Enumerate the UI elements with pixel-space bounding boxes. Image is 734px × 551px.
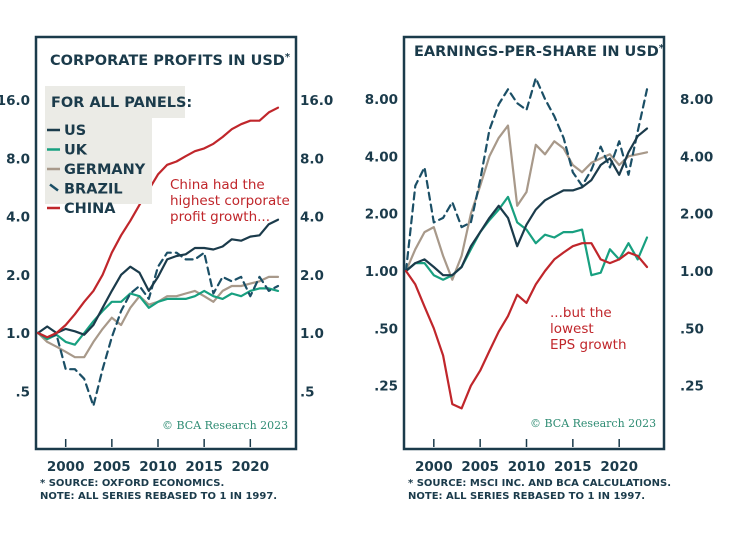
rebase-note: NOTE: ALL SERIES REBASED TO 1 IN 1997.	[408, 491, 645, 502]
legend-item-china: CHINA	[47, 201, 116, 217]
y-tick-label: 2.0	[300, 268, 324, 284]
x-tick-label: 2015	[185, 459, 223, 475]
watermark: © BCA Research 2023	[162, 419, 288, 432]
y-tick-label: 1.0	[6, 326, 30, 342]
series-layer	[36, 106, 280, 407]
chart-annotation: China had the highest corporate profit g…	[170, 177, 294, 225]
y-tick-label: 1.00	[365, 264, 398, 280]
x-tick-label: 2005	[461, 459, 499, 475]
series-line-brazil	[404, 76, 649, 273]
y-tick-label: 2.00	[680, 207, 713, 223]
legend-item-uk: UK	[47, 143, 88, 159]
y-tick-label: 1.00	[680, 264, 713, 280]
series-line-us	[36, 218, 280, 336]
legend-heading-box	[45, 86, 185, 118]
corporate-profits-panel: CORPORATE PROFITS IN USD* .5 1.0 2.0 4.0 8.0…	[0, 35, 333, 502]
y-tick-label: .25	[374, 379, 398, 395]
panel-frame	[402, 35, 666, 451]
y-axis-left: .5 1.0 2.0 4.0 8.0 16.0	[0, 93, 30, 400]
y-tick-label: 8.00	[365, 92, 398, 108]
y-tick-label: 1.0	[300, 326, 324, 342]
y-tick-label: .5	[15, 384, 30, 400]
rebase-note: NOTE: ALL SERIES REBASED TO 1 IN 1997.	[40, 491, 277, 502]
x-tick-label: 2020	[600, 459, 638, 475]
x-axis: 2000 2005 2010 2015 2020	[415, 439, 638, 475]
x-tick-label: 2015	[554, 459, 592, 475]
watermark: © BCA Research 2023	[530, 417, 656, 430]
series-layer	[404, 76, 649, 410]
series-line-uk	[404, 195, 649, 281]
title-footnote-mark: *	[285, 52, 291, 63]
legend-item-germany: GERMANY	[47, 162, 146, 178]
legend-label: US	[64, 123, 86, 139]
y-tick-label: 8.00	[680, 92, 713, 108]
y-axis-right: .25 .50 1.00 2.00 4.00 8.00	[680, 92, 713, 395]
series-line-germany	[404, 124, 649, 281]
legend-item-brazil: BRAZIL	[49, 182, 123, 198]
x-tick-label: 2000	[47, 459, 85, 475]
legend-swatch	[49, 183, 59, 192]
legend-label: GERMANY	[64, 162, 146, 178]
legend-label: BRAZIL	[64, 182, 123, 198]
y-tick-label: .5	[300, 384, 315, 400]
series-line-brazil	[36, 251, 280, 407]
panel-title: CORPORATE PROFITS IN USD*	[50, 52, 291, 69]
y-tick-label: 2.00	[365, 207, 398, 223]
y-tick-label: 16.0	[0, 93, 30, 109]
x-tick-label: 2010	[508, 459, 546, 475]
source-note: * SOURCE: OXFORD ECONOMICS.	[40, 478, 224, 489]
series-line-china	[404, 242, 649, 410]
legend-heading: FOR ALL PANELS:	[51, 95, 192, 111]
legend-items-box	[45, 118, 152, 204]
series-line-uk	[36, 287, 280, 346]
legend-label: CHINA	[64, 201, 116, 217]
y-tick-label: 4.00	[365, 149, 398, 165]
y-tick-label: 16.0	[300, 93, 333, 109]
x-tick-label: 2000	[415, 459, 453, 475]
y-tick-label: .50	[680, 321, 704, 337]
y-axis-right: .5 1.0 2.0 4.0 8.0 16.0	[300, 93, 333, 400]
x-tick-label: 2010	[139, 459, 177, 475]
x-axis: 2000 2005 2010 2015 2020	[47, 439, 269, 475]
panel-title: EARNINGS-PER-SHARE IN USD*	[414, 43, 665, 60]
series-line-china	[36, 106, 280, 339]
panel-frame	[34, 35, 298, 451]
eps-panel: EARNINGS-PER-SHARE IN USD* .25 .50 1.00 2.0…	[365, 35, 713, 502]
source-note: * SOURCE: MSCI INC. AND BCA CALCULATIONS…	[408, 478, 671, 489]
x-tick-label: 2020	[232, 459, 270, 475]
x-tick-label: 2005	[93, 459, 131, 475]
y-tick-label: 4.0	[300, 210, 324, 226]
legend-item-us: US	[47, 123, 86, 139]
y-tick-label: 4.0	[6, 210, 30, 226]
legend: FOR ALL PANELS: US UK GERMANY BRAZIL CHINA	[45, 86, 192, 217]
series-line-us	[404, 127, 649, 277]
y-tick-label: .25	[680, 379, 704, 395]
title-footnote-mark: *	[659, 43, 665, 54]
y-tick-label: .50	[374, 321, 398, 337]
y-tick-label: 8.0	[6, 151, 30, 167]
legend-label: UK	[64, 143, 88, 159]
y-axis-left: .25 .50 1.00 2.00 4.00 8.00	[365, 92, 398, 395]
y-tick-label: 4.00	[680, 149, 713, 165]
y-tick-label: 8.0	[300, 151, 324, 167]
chart-annotation: ...but the lowest EPS growth	[550, 305, 627, 353]
y-tick-label: 2.0	[6, 268, 30, 284]
